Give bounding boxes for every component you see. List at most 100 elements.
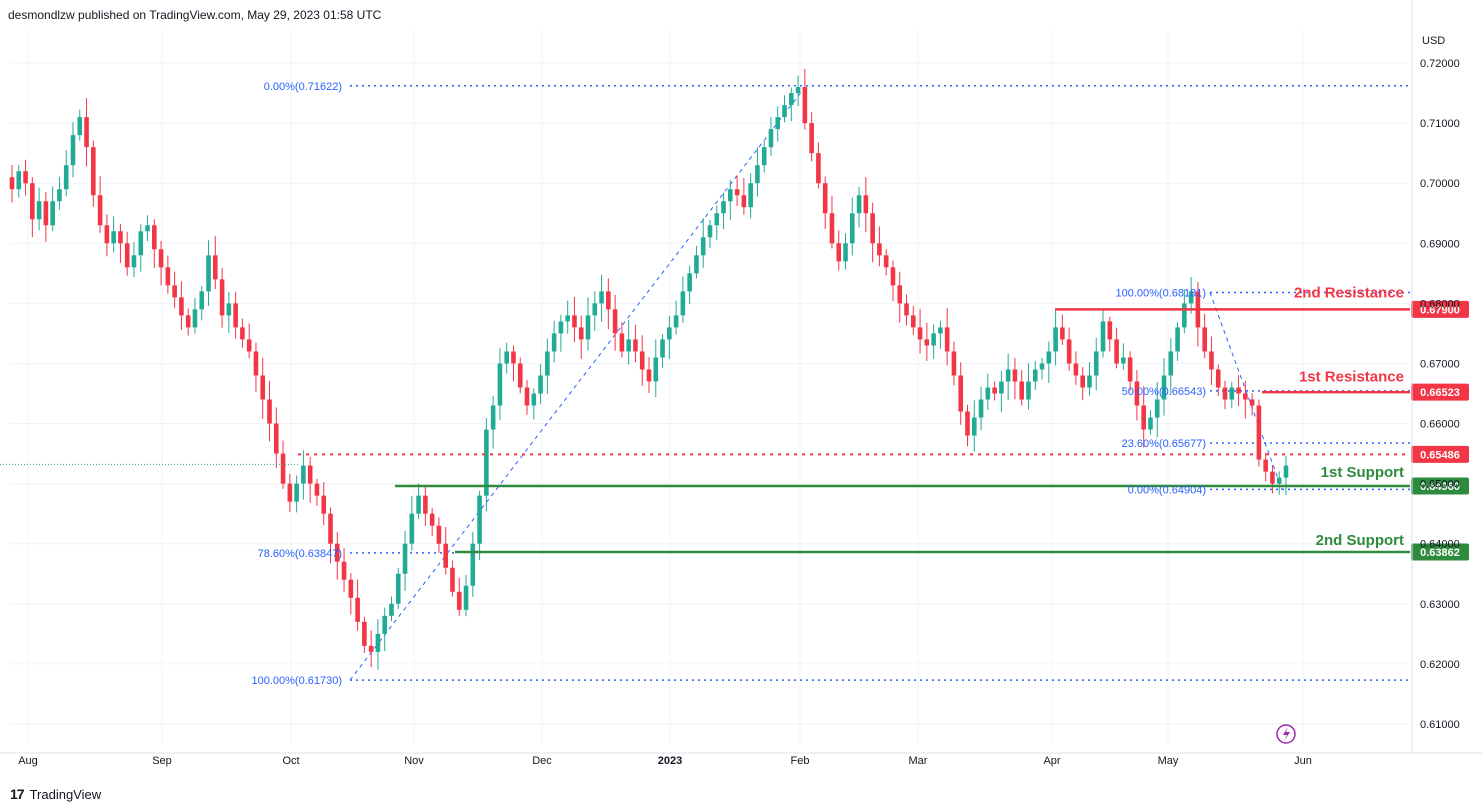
candle-body <box>924 339 930 346</box>
candle-body <box>768 129 774 148</box>
candle <box>755 146 760 197</box>
candle <box>36 187 42 231</box>
candle <box>883 249 889 276</box>
candle <box>734 175 740 206</box>
candle <box>1066 327 1072 371</box>
lightning-icon[interactable] <box>1276 724 1296 744</box>
candle <box>301 450 306 500</box>
candlestick-series <box>9 68 1289 670</box>
candle-body <box>1182 303 1187 328</box>
candle <box>1060 314 1065 346</box>
candle <box>565 300 570 334</box>
candle-body <box>775 117 781 130</box>
candle <box>23 159 28 196</box>
fib-level-label: 100.00%(0.68181) <box>1115 288 1206 300</box>
candle <box>572 296 577 343</box>
price-tick-label: 0.63000 <box>1420 599 1460 611</box>
candle-body <box>267 399 272 424</box>
candle-body <box>944 327 950 352</box>
candle <box>273 407 279 469</box>
candle-body <box>70 135 76 166</box>
candle-body <box>436 525 442 544</box>
candle <box>694 245 699 279</box>
fib-level-label: 100.00%(0.61730) <box>251 675 342 687</box>
fib-level-label: 50.00%(0.66543) <box>1122 386 1206 398</box>
candle-body <box>667 327 672 340</box>
candle-body <box>843 243 848 262</box>
candle-body <box>504 351 509 364</box>
candle-body <box>1154 399 1160 418</box>
candle <box>192 297 198 334</box>
candle <box>877 226 882 267</box>
candle <box>1026 363 1031 410</box>
candle <box>97 176 103 233</box>
level-dotted-resistance: 0.65486 <box>298 445 1469 463</box>
candle-body <box>246 339 252 352</box>
candle-body <box>50 201 55 226</box>
candle-body <box>877 243 882 256</box>
candle-body <box>694 255 699 274</box>
level-2nd-support: 2nd Support 0.63862 <box>455 532 1469 561</box>
candle-body <box>1032 369 1038 382</box>
candle-body <box>104 225 110 244</box>
candle <box>870 202 875 263</box>
candle <box>626 320 631 365</box>
candle-body <box>57 189 62 202</box>
candle <box>206 240 211 306</box>
candle-body <box>511 351 516 364</box>
candle <box>233 291 238 339</box>
candle-body <box>23 171 28 184</box>
candle-body <box>849 213 855 244</box>
candle-body <box>192 309 198 328</box>
candle-body <box>565 315 570 322</box>
candle <box>1127 351 1133 391</box>
candle-body <box>1080 375 1086 388</box>
candle-body <box>280 453 286 484</box>
candle-body <box>538 375 543 394</box>
candle <box>897 271 903 323</box>
candle <box>728 179 733 220</box>
candle <box>965 404 970 447</box>
candle <box>240 318 245 348</box>
candle <box>741 177 747 215</box>
candle <box>714 205 720 240</box>
candle-body <box>734 189 740 196</box>
candle-body <box>341 561 347 580</box>
candle <box>395 567 401 609</box>
level-1st-support: 1st Support 0.64960 <box>395 464 1469 495</box>
candle-body <box>572 315 577 328</box>
candle <box>511 345 516 382</box>
time-tick-label: Aug <box>18 755 38 767</box>
candle <box>531 388 537 420</box>
candle-body <box>1012 369 1018 382</box>
brand-name: TradingView <box>29 786 102 802</box>
candle <box>294 475 299 513</box>
candle-body <box>185 315 191 328</box>
candle <box>124 231 130 276</box>
candle <box>84 98 89 167</box>
candle <box>267 380 272 442</box>
candle <box>450 560 455 597</box>
candle-body <box>1283 465 1289 478</box>
level-price-tag <box>1411 543 1469 561</box>
candle <box>490 395 496 449</box>
candle-body <box>531 393 537 406</box>
candle-body <box>1243 393 1248 400</box>
candle <box>1168 338 1174 395</box>
candle-body <box>152 225 157 250</box>
currency-label: USD <box>1422 35 1445 47</box>
candle <box>463 574 469 617</box>
candle <box>375 619 381 670</box>
candle <box>978 386 984 431</box>
candle-body <box>1100 321 1106 352</box>
candle-body <box>206 255 211 292</box>
candle <box>1243 380 1248 419</box>
candle-body <box>355 597 360 622</box>
candle-body <box>423 495 428 514</box>
candle <box>307 456 313 503</box>
candle <box>1032 360 1038 390</box>
candle <box>104 214 110 257</box>
candle <box>429 507 435 536</box>
candle-body <box>450 567 455 592</box>
